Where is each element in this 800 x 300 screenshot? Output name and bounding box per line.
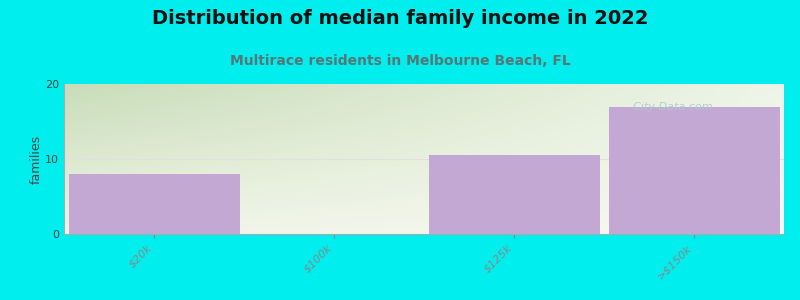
Text: Multirace residents in Melbourne Beach, FL: Multirace residents in Melbourne Beach, … <box>230 54 570 68</box>
Bar <box>609 106 779 234</box>
Text: City-Data.com: City-Data.com <box>626 102 712 112</box>
Y-axis label: families: families <box>30 134 42 184</box>
Bar <box>429 155 599 234</box>
Bar <box>69 174 239 234</box>
Text: Distribution of median family income in 2022: Distribution of median family income in … <box>152 9 648 28</box>
